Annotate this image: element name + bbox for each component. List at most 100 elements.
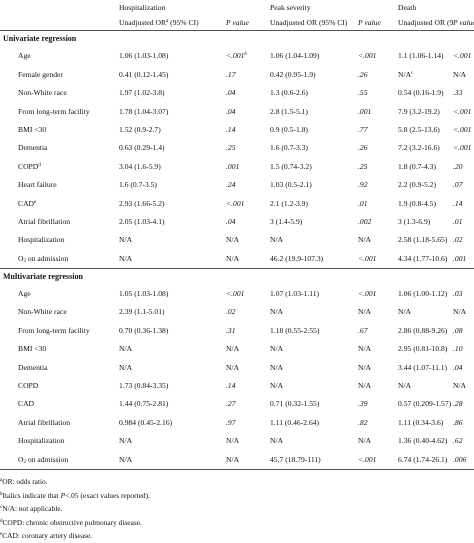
severity-p: <.001 <box>358 450 399 470</box>
severity-p: .001 <box>358 106 372 116</box>
severity-or: N/A <box>270 344 284 354</box>
death-or: 2.58 (1.18-5.65) <box>398 235 448 245</box>
table-row: CADe 2.93 (1.66-5.2) <.001 2.1 (1.2-3.9) .01… <box>0 194 474 212</box>
section-header: Univariate regression <box>0 31 474 48</box>
table-row: Non-White race 2.39 (1.1-5.01) .02 N/A N/A N/… <box>0 303 474 321</box>
hosp-or: N/A <box>116 450 226 470</box>
hosp-or: 1.6 (0.7-3.5) <box>119 180 157 190</box>
footnote-b: bItalics indicate that P<.05 (exact valu… <box>0 490 150 500</box>
table-row: Age 1.06 (1.03-1.08) <.001b 1.06 (1.04-1.09… <box>0 47 474 65</box>
death-or: 2.2 (0.9-5.2) <box>398 180 436 190</box>
table-row: O2 on admission N/A N/A 46.2 (19.9-107.3) <.… <box>0 249 474 268</box>
table-row: BMI <30 1.52 (0.9-2.7) .14 0.9 (0.5-1.8) .77… <box>0 121 474 139</box>
hosp-or: 1.44 (0.75-2.81) <box>119 399 169 409</box>
row-label: Heart failure <box>18 180 57 190</box>
severity-p: N/A <box>358 344 372 354</box>
severity-p: .26 <box>358 69 368 79</box>
death-p: <.001 <box>453 51 472 61</box>
severity-or: N/A <box>270 307 284 317</box>
severity-or: 1.06 (1.04-1.09) <box>270 51 320 61</box>
header-p-severity: P value <box>358 15 399 31</box>
hosp-p: N/A <box>226 235 240 245</box>
severity-or: 0.42 (0.95-1.9) <box>270 69 316 79</box>
severity-or: 1.18 (0.55-2.55) <box>270 325 320 335</box>
table-row: Hospitalization N/A N/A N/A N/A 1.36 (0.40-4.… <box>0 432 474 450</box>
table-row: Dementia 0.63 (0.29-1.4) .25 1.6 (0.7-3.3).… <box>0 139 474 157</box>
hosp-p: <.001 <box>226 198 245 208</box>
group-header-row: Hospitalization Peak severity Death <box>0 0 474 15</box>
death-p: <.001 <box>453 106 472 116</box>
death-or: 3.44 (1.07-11.1) <box>398 362 448 372</box>
subheader-row: Unadjusted ORa (95% CI) P value Unadjust… <box>0 15 474 31</box>
severity-or: 1.07 (1.03-1.11) <box>270 289 320 299</box>
table-row: BMI <30 N/A N/A N/A N/A 2.95 (0.81-10.8) .10 <box>0 340 474 358</box>
death-p: .20 <box>453 161 463 171</box>
table-row: Atrial fibrillation 2.05 (1.03-4.1) .04 3 (… <box>0 213 474 231</box>
table-row: COPD 1.73 (0.84-3.35) .14 N/A N/A N/A N/A <box>0 377 474 395</box>
table-row: From long-term facility 1.78 (1.04-3.07).… <box>0 102 474 120</box>
severity-or: N/A <box>270 235 284 245</box>
severity-p: N/A <box>358 235 372 245</box>
footnotes: aOR: odds ratio. bItalics indicate that P… <box>0 475 474 543</box>
severity-p: .002 <box>358 216 372 226</box>
hosp-or: N/A <box>119 253 133 263</box>
death-or: 4.34 (1.77-10.6) <box>398 253 448 263</box>
hosp-p: <.001b <box>226 51 247 61</box>
death-p: .02 <box>453 235 463 245</box>
table-row: CAD 1.44 (0.75-2.81) .27 0.71 (0.32-1.55) .3… <box>0 395 474 413</box>
severity-p: .55 <box>358 88 368 98</box>
table-row: From long-term facility 0.70 (0.36-1.38).… <box>0 321 474 339</box>
death-or: 2.86 (0.88-9.26) <box>398 325 448 335</box>
hosp-p: .25 <box>226 143 236 153</box>
severity-p: .26 <box>358 143 368 153</box>
death-or: 7.9 (3.2-19.2) <box>398 106 440 116</box>
footnote-e: eCAD: coronary artery disease. <box>0 531 93 540</box>
severity-or: N/A <box>270 436 284 446</box>
hosp-p: .001 <box>226 161 240 171</box>
row-label: Age <box>18 51 31 61</box>
header-hospitalization: Hospitalization <box>119 2 166 12</box>
death-p: .006 <box>453 450 474 470</box>
death-p: .08 <box>453 325 463 335</box>
row-label: CADe <box>18 198 37 208</box>
severity-p: <.001 <box>358 51 377 61</box>
hosp-or: 0.70 (0.36-1.38) <box>119 325 169 335</box>
hosp-or: 0.63 (0.29-1.4) <box>119 143 165 153</box>
row-label: Hospitalization <box>18 235 65 245</box>
section-title: Univariate regression <box>3 34 77 43</box>
hosp-p: .14 <box>226 381 236 391</box>
hosp-p: .97 <box>226 417 236 427</box>
footnote-c: cN/A: not applicable. <box>0 504 63 513</box>
death-or: 1.8 (0.7-4.3) <box>398 161 436 171</box>
hosp-p: .14 <box>226 124 236 134</box>
severity-p: .67 <box>358 325 368 335</box>
hosp-or: 1.52 (0.9-2.7) <box>119 124 161 134</box>
severity-p: N/A <box>358 381 372 391</box>
hosp-or: 1.06 (1.03-1.08) <box>119 51 169 61</box>
row-label: O2 on admission <box>0 450 116 470</box>
death-p: .04 <box>453 362 463 372</box>
severity-or: 1.6 (0.7-3.3) <box>270 143 308 153</box>
header-p-hosp: P value <box>226 15 270 31</box>
row-label: Dementia <box>18 362 48 372</box>
death-p: .62 <box>453 436 463 446</box>
table-row: Age 1.05 (1.03-1.08) <.001 1.07 (1.03-1.11)… <box>0 285 474 303</box>
severity-or: 0.71 (0.32-1.55) <box>270 399 320 409</box>
death-p: .10 <box>453 344 463 354</box>
table-row: COPDd 3.04 (1.6-5.9) .001 1.5 (0.74-3.2) .25… <box>0 157 474 175</box>
hosp-or: N/A <box>119 436 133 446</box>
death-p: .03 <box>453 289 463 299</box>
hosp-or: 0.984 (0.45-2.16) <box>119 417 173 427</box>
death-p: .01 <box>453 216 463 226</box>
death-or: 6.74 (1.74-26.1) <box>398 450 454 470</box>
severity-p: .82 <box>358 417 368 427</box>
hosp-p: .27 <box>226 399 236 409</box>
table-row: Heart failure 1.6 (0.7-3.5) .24 1.03 (0.5-2… <box>0 176 474 194</box>
death-or: 1.06 (1.00-1.12) <box>398 289 448 299</box>
severity-p: .39 <box>358 399 368 409</box>
death-p: .14 <box>453 198 463 208</box>
severity-or: 2.1 (1.2-3.9) <box>270 198 308 208</box>
death-p: <.001 <box>453 124 472 134</box>
row-label: BMI <30 <box>18 124 47 134</box>
hosp-p: N/A <box>226 253 240 263</box>
